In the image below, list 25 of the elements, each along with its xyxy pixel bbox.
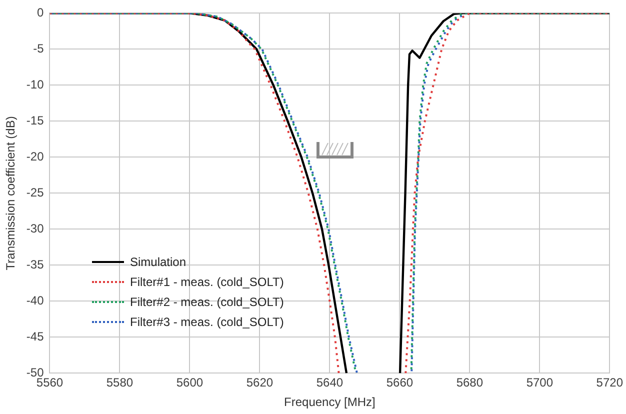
x-tick-label: 5700	[526, 376, 554, 390]
legend-label: Simulation	[130, 254, 186, 271]
y-tick-label: -5	[33, 42, 44, 56]
y-tick-label: -15	[26, 114, 44, 128]
y-axis-title: Transmission coefficient (dB)	[4, 116, 18, 270]
x-tick-label: 5660	[386, 376, 414, 390]
y-tick-label: -10	[26, 78, 44, 92]
legend-label: Filter#3 - meas. (cold_SOLT)	[130, 314, 284, 331]
y-tick-label: -35	[26, 258, 44, 272]
legend-label: Filter#2 - meas. (cold_SOLT)	[130, 294, 284, 311]
x-tick-label: 5720	[596, 376, 624, 390]
y-tick-label: -40	[26, 294, 44, 308]
x-tick-label: 5620	[246, 376, 274, 390]
x-tick-label: 5680	[456, 376, 484, 390]
y-tick-label: -20	[26, 150, 44, 164]
y-tick-label: 0	[37, 6, 44, 20]
y-tick-label: -25	[26, 186, 44, 200]
x-tick-label: 5640	[316, 376, 344, 390]
x-tick-label: 5600	[176, 376, 204, 390]
x-tick-label: 5560	[36, 376, 64, 390]
legend-label: Filter#1 - meas. (cold_SOLT)	[130, 274, 284, 291]
y-tick-label: -30	[26, 222, 44, 236]
x-axis-title: Frequency [MHz]	[284, 395, 376, 410]
y-tick-label: -45	[26, 330, 44, 344]
x-tick-label: 5580	[106, 376, 134, 390]
